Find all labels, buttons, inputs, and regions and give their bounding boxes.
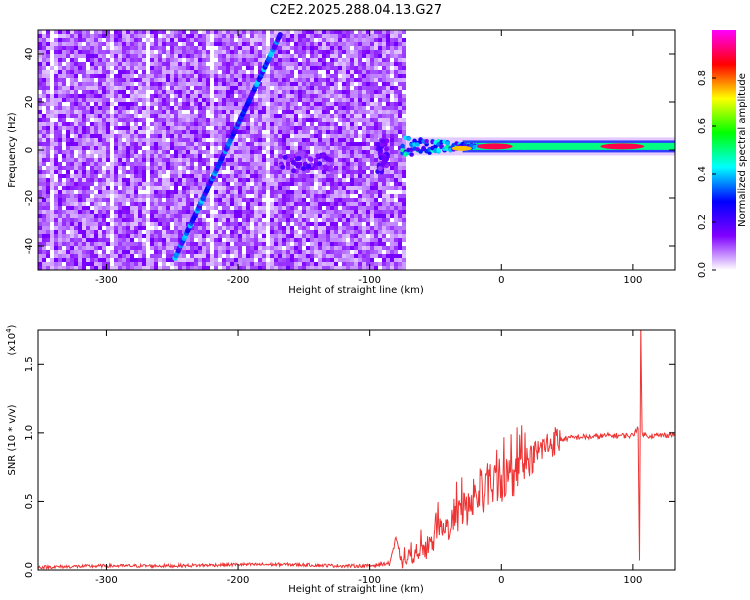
spectrogram-blob-mark [316,161,322,167]
snr-panel: -300 -200 -100 0 100 0.0 0.5 1.0 1.5 Height of … [5,324,676,595]
x-tick-label: 0 [498,575,504,586]
spectrogram-image [38,30,675,270]
snr-scale-exponent: 4 [5,328,13,333]
spectrogram-blob-mark [300,150,306,156]
colorbar: 0.0 0.2 0.4 0.6 0.8 Normalized spectral ampl… [697,30,748,278]
spectrogram-blob-mark [384,146,389,152]
spectrogram-x-ticks: -300 -200 -100 0 100 [95,30,642,286]
y-tick-label: -20 [24,190,35,206]
spectrogram-blob-mark [380,138,386,144]
spectrogram-blob-mark [291,168,297,174]
spectrogram-blob-mark [278,153,284,159]
spectrogram-blob-mark [306,163,312,169]
spectrogram-blob-mark [301,166,306,171]
snr-y-ticks: 0.0 0.5 1.0 1.5 [24,356,675,578]
spectrogram-blob-mark [307,156,313,162]
y-tick-label: 20 [24,96,35,109]
colorbar-tick-label: 0.4 [697,166,708,182]
colorbar-ticks: 0.0 0.2 0.4 0.6 0.8 [697,70,716,278]
spectrogram-blob-mark [282,154,288,160]
spectrogram-blob-mark [381,155,387,161]
spectrogram-blob-mark [315,153,321,159]
y-tick-label: -40 [24,238,35,254]
snr-x-ticks: -300 -200 -100 0 100 [95,330,642,586]
spectrogram-line-mark [277,32,283,38]
colorbar-tick-label: 0.0 [697,262,708,278]
x-tick-label: 100 [623,275,642,286]
y-tick-label: 40 [24,48,35,61]
snr-y-label: SNR (10 * v/v) [7,404,18,475]
x-tick-label: -300 [95,275,118,286]
snr-scale-close: ) [7,324,18,328]
y-tick-label: 0 [24,147,35,153]
snr-series-line [38,330,675,570]
colorbar-gradient [712,30,736,270]
spectrogram-blob-mark [295,163,301,169]
x-tick-label: -100 [358,275,381,286]
spectrogram-blob-mark [294,152,300,157]
x-tick-label: -200 [227,575,250,586]
x-tick-label: 0 [498,275,504,286]
spectrogram-blob-mark [291,160,296,165]
spectrogram-y-ticks: -40 -20 0 20 40 [24,48,675,254]
spectrogram-y-label: Frequency (Hz) [7,112,18,188]
spectrogram-blob-mark [280,164,286,170]
x-tick-label: -200 [227,275,250,286]
spectrogram-blob-mark [320,153,326,159]
spectrogram-blob-mark [329,166,334,172]
spectrogram-blob-mark [322,164,328,170]
y-tick-label: 0.0 [24,562,35,578]
colorbar-label: Normalized spectral amplitude [737,73,748,227]
y-tick-label: 1.0 [24,425,35,441]
snr-scale-base: (x10 [7,333,18,356]
chart-title: C2E2.2025.288.04.13.G27 [270,3,442,18]
snr-frame [37,329,676,571]
spectrogram-blob-mark [377,166,383,171]
spectrogram-blob-mark [379,142,385,148]
y-tick-label: 0.5 [24,493,35,509]
x-tick-label: 100 [623,575,642,586]
colorbar-tick-label: 0.6 [697,118,708,134]
spectrogram-blob-mark [381,160,386,166]
colorbar-tick-label: 0.8 [697,70,708,86]
snr-scale-label: (x104) [5,324,18,355]
x-tick-label: -100 [358,575,381,586]
x-tick-label: -300 [95,575,118,586]
y-tick-label: 1.5 [24,356,35,372]
spectrogram-blob-mark [296,156,302,161]
colorbar-tick-label: 0.2 [697,214,708,230]
spectrogram-blob-mark [327,157,333,163]
spectrogram-x-label: Height of straight line (km) [288,285,424,296]
snr-x-label: Height of straight line (km) [288,584,424,595]
